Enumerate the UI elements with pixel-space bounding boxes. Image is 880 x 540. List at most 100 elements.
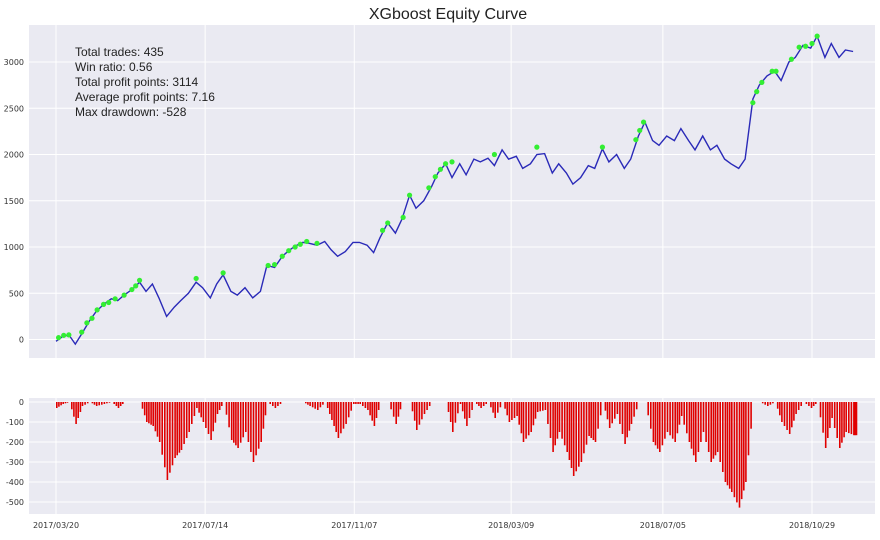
drawdown-bar <box>319 402 322 408</box>
drawdown-bar <box>714 402 717 456</box>
drawdown-bar <box>508 402 511 422</box>
drawdown-bar <box>494 402 496 418</box>
drawdown-bar <box>309 402 311 406</box>
drawdown-bar <box>604 402 607 411</box>
drawdown-bar <box>95 402 98 406</box>
drawdown-bar <box>624 402 626 444</box>
drawdown-bar <box>518 402 520 425</box>
trade-marker <box>637 127 643 134</box>
trade-marker <box>809 40 815 47</box>
drawdown-bar <box>416 402 418 430</box>
trade-marker <box>106 299 112 306</box>
trade-marker <box>814 33 820 39</box>
drawdown-bar <box>395 402 397 424</box>
drawdown-bar <box>513 402 516 418</box>
drawdown-bar <box>329 402 331 414</box>
drawdown-bar <box>700 402 702 442</box>
drawdown-bar <box>150 402 152 425</box>
drawdown-bar <box>161 402 163 455</box>
drawdown-bar <box>726 402 729 486</box>
drawdown-bar <box>279 402 282 404</box>
drawdown-bar <box>504 402 506 409</box>
trade-marker <box>442 161 449 167</box>
drawdown-bar <box>619 402 621 424</box>
equity-y-tick-label: 1500 <box>4 197 24 206</box>
drawdown-y-tick-label: -300 <box>6 458 24 467</box>
drawdown-bar <box>836 402 838 438</box>
equity-plot-area <box>29 25 875 358</box>
drawdown-bar <box>786 402 788 430</box>
trade-marker <box>265 262 271 269</box>
drawdown-bar <box>678 402 681 425</box>
trade-marker <box>426 185 432 191</box>
drawdown-bar <box>783 402 786 426</box>
trade-marker <box>633 137 639 143</box>
drawdown-bar <box>466 402 468 426</box>
drawdown-bar <box>616 402 619 414</box>
drawdown-bar <box>499 402 502 408</box>
drawdown-y-tick-label: 0 <box>19 398 24 407</box>
drawdown-bar <box>843 402 845 438</box>
stat-average-profit: Average profit points: 7.16 <box>75 90 215 104</box>
drawdown-bar <box>534 402 537 419</box>
drawdown-bar <box>200 402 202 418</box>
drawdown-bar <box>558 402 561 432</box>
drawdown-bar <box>154 402 157 432</box>
drawdown-bar <box>247 402 250 442</box>
trade-marker <box>754 89 760 95</box>
drawdown-bar <box>680 402 683 416</box>
trade-marker <box>449 159 455 165</box>
drawdown-bar <box>413 402 416 421</box>
drawdown-bar <box>457 402 459 414</box>
drawdown-bar <box>93 402 96 405</box>
drawdown-bar <box>527 402 530 436</box>
drawdown-bar <box>793 402 795 421</box>
drawdown-bar <box>750 402 752 429</box>
drawdown-bar <box>697 402 700 452</box>
drawdown-bar <box>399 402 402 410</box>
drawdown-bar <box>452 402 454 432</box>
drawdown-bar <box>722 402 724 472</box>
drawdown-bar <box>566 402 568 452</box>
drawdown-bar <box>676 402 679 434</box>
drawdown-bar <box>478 402 480 406</box>
drawdown-bar <box>688 402 691 442</box>
drawdown-bar <box>705 402 707 442</box>
drawdown-bar <box>75 402 77 424</box>
equity-y-tick-label: 1000 <box>4 243 24 252</box>
drawdown-bar <box>764 402 766 405</box>
drawdown-bar <box>542 402 544 411</box>
drawdown-bar <box>317 402 319 410</box>
drawdown-bar <box>745 402 747 482</box>
drawdown-bar <box>669 402 671 436</box>
drawdown-bar <box>228 402 230 428</box>
drawdown-bar <box>578 402 580 467</box>
drawdown-bar <box>113 402 115 404</box>
drawdown-bar <box>664 402 666 439</box>
trade-marker <box>640 119 647 125</box>
drawdown-bar <box>490 402 492 408</box>
drawdown-bar <box>800 402 802 406</box>
equity-y-tick-label: 500 <box>9 289 24 298</box>
trade-marker <box>100 301 107 307</box>
drawdown-bar <box>592 402 595 440</box>
drawdown-bar <box>485 402 487 404</box>
drawdown-bar <box>143 402 146 416</box>
equity-y-tick-label: 2500 <box>4 104 24 113</box>
drawdown-bar <box>511 402 513 420</box>
drawdown-bar <box>522 402 525 442</box>
drawdown-bar <box>183 402 185 444</box>
drawdown-bar <box>781 402 783 422</box>
drawdown-bar <box>848 402 850 434</box>
drawdown-bar <box>169 402 171 473</box>
drawdown-bar <box>656 402 659 449</box>
drawdown-bar <box>854 402 856 436</box>
trade-marker <box>89 315 95 321</box>
drawdown-bar <box>530 402 532 432</box>
trade-marker <box>769 68 775 74</box>
drawdown-bar <box>506 402 508 416</box>
drawdown-bar <box>561 402 563 439</box>
drawdown-bar <box>274 402 277 408</box>
drawdown-bar <box>791 402 793 428</box>
drawdown-bar <box>350 402 352 411</box>
